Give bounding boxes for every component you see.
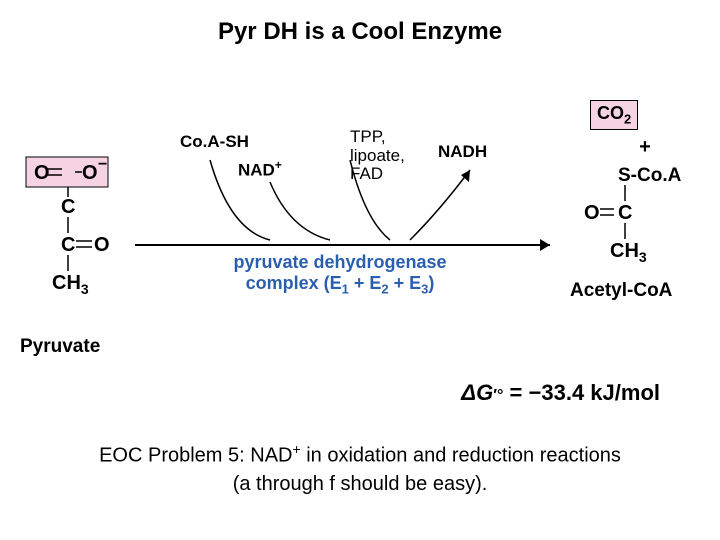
nadh-label: NADH (438, 142, 487, 162)
acetyl-ch3: CH3 (610, 240, 647, 265)
nad-plus-label: NAD+ (238, 158, 282, 181)
enzyme-complex-label: pyruvate dehydrogenase complex (E1 + E2 … (210, 252, 470, 297)
tpp-lipoate-fad-label: TPP, lipoate, FAD (350, 128, 405, 184)
acetyl-coa-label: Acetyl-CoA (570, 280, 690, 302)
eoc-problem-text: EOC Problem 5: NAD+ in oxidation and red… (0, 440, 720, 498)
acetyl-coa-svg: S-Co.A C O CH3 (570, 165, 700, 295)
reaction-diagram: O O − C C O CH3 Pyruvate (20, 100, 700, 350)
plus-sign: + (600, 136, 690, 159)
page-title: Pyr DH is a Cool Enzyme (0, 18, 720, 46)
s-coa-text: S-Co.A (618, 165, 682, 186)
coa-sh-label: Co.A-SH (180, 132, 249, 152)
delta-g-equation: ΔG′° = −33.4 kJ/mol (461, 380, 660, 406)
acetyl-c: C (618, 202, 632, 224)
co2-label: CO2 (590, 100, 638, 130)
acetyl-coa-structure: CO2 + S-Co.A C O CH3 Acetyl-CoA (570, 100, 690, 302)
acetyl-o: O (584, 202, 600, 224)
